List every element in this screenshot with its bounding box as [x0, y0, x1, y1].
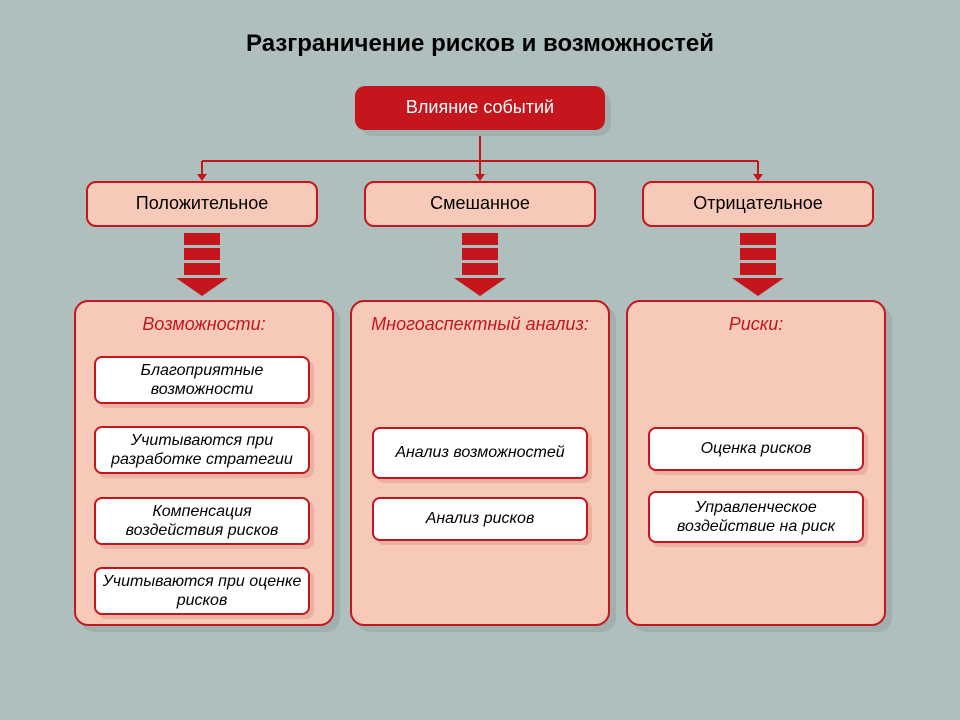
subbox-analysis-0: Анализ возможностей	[372, 427, 588, 479]
subbox-opportunities-0: Благоприятные возможности	[94, 356, 310, 404]
branch-pos: Положительное	[86, 181, 318, 227]
branch-neg: Отрицательное	[642, 181, 874, 227]
panel-title-analysis: Многоаспектный анализ:	[350, 314, 610, 335]
panel-title-risks: Риски:	[626, 314, 886, 335]
subbox-opportunities-3: Учитываются при оценке рисков	[94, 567, 310, 615]
subbox-opportunities-2: Компенсация воздействия рисков	[94, 497, 310, 545]
subbox-analysis-1: Анализ рисков	[372, 497, 588, 541]
diagram-title: Разграничение рисков и возможностей	[0, 30, 960, 58]
panel-title-opportunities: Возможности:	[74, 314, 334, 335]
root-node: Влияние событий	[355, 86, 605, 130]
subbox-opportunities-1: Учитываются при разработке стратегии	[94, 426, 310, 474]
branch-mix: Смешанное	[364, 181, 596, 227]
subbox-risks-1: Управленческое воздействие на риск	[648, 491, 864, 543]
subbox-risks-0: Оценка рисков	[648, 427, 864, 471]
